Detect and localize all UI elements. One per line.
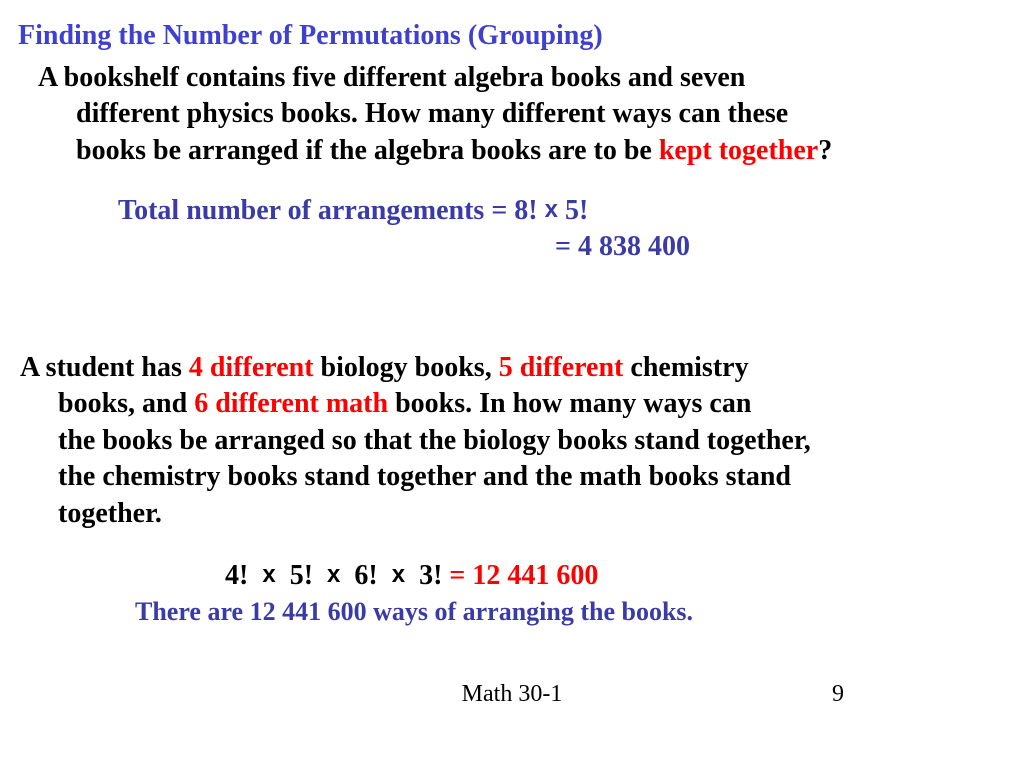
sol2-f3: 6!: [354, 560, 377, 591]
p2-hl1: 4 different: [189, 352, 314, 383]
multiply-icon: x: [262, 561, 275, 588]
footer-course: Math 30-1: [0, 681, 1024, 708]
p2-5: together.: [58, 498, 162, 529]
slide-title: Finding the Number of Permutations (Grou…: [18, 20, 603, 52]
p2-2c: books. In how many ways can: [388, 388, 751, 419]
solution-1-line2: = 4 838 400: [555, 231, 690, 263]
problem-2-text: A student has 4 different biology books,…: [20, 350, 1000, 532]
solution-2-expression: 4! x 5! x 6! x 3! = 12 441 600: [225, 560, 598, 592]
sol1-a: Total number of arrangements = 8!: [118, 195, 545, 226]
p2-c: biology books,: [314, 352, 499, 383]
solution-1-line1: Total number of arrangements = 8! x 5!: [118, 195, 938, 227]
p2-a: A student has: [20, 352, 189, 383]
sol2-f2: 5!: [290, 560, 313, 591]
p2-3: the books be arranged so that the biolog…: [58, 425, 811, 456]
p2-4: the chemistry books stand together and t…: [58, 461, 791, 492]
footer-page-number: 9: [832, 681, 844, 708]
problem-1-text: A bookshelf contains five different alge…: [38, 60, 998, 169]
sol2-f1: 4!: [225, 560, 248, 591]
p1-line1: A bookshelf contains five different alge…: [38, 62, 745, 93]
p2-2a: books, and: [58, 388, 194, 419]
multiply-icon: x: [392, 561, 405, 588]
p1-line2: different physics books. How many differ…: [76, 98, 788, 129]
p1-line3a: books be arranged if the algebra books a…: [76, 135, 659, 166]
multiply-icon: x: [327, 561, 340, 588]
p1-line3c: ?: [818, 135, 832, 166]
p2-hl2: 5 different: [499, 352, 624, 383]
sol2-f4: 3!: [419, 560, 442, 591]
conclusion-text: There are 12 441 600 ways of arranging t…: [135, 597, 693, 627]
sol2-result: = 12 441 600: [449, 560, 598, 591]
p1-highlight: kept together: [659, 135, 818, 166]
p2-hl3: 6 different math: [194, 388, 388, 419]
multiply-icon: x: [545, 196, 558, 223]
p2-e: chemistry: [623, 352, 748, 383]
sol1-b: 5!: [558, 195, 588, 226]
